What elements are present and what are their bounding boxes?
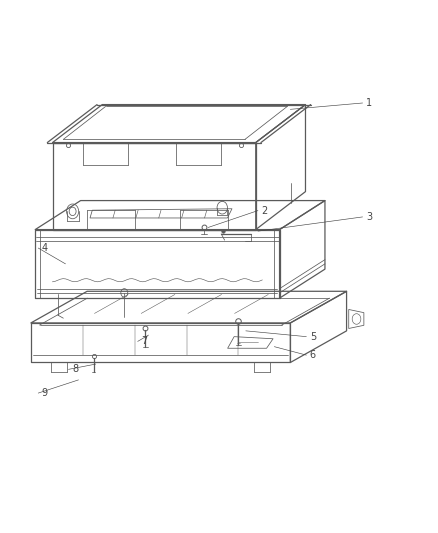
Text: 9: 9 [42, 388, 48, 398]
Text: 5: 5 [310, 332, 316, 342]
Text: 8: 8 [72, 365, 78, 374]
Text: 2: 2 [261, 206, 268, 215]
Text: 7: 7 [141, 336, 148, 346]
Text: 3: 3 [366, 212, 372, 222]
Text: 6: 6 [310, 350, 316, 360]
Text: 1: 1 [366, 98, 372, 108]
Text: 4: 4 [42, 243, 48, 253]
